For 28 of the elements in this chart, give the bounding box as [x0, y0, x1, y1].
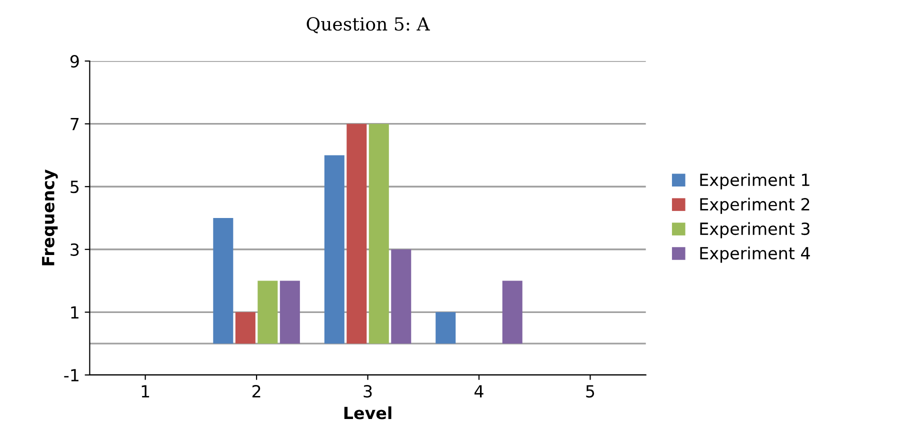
x-axis-title: Level — [344, 406, 392, 420]
x-tick-label: 4 — [474, 385, 484, 398]
bar — [258, 280, 278, 344]
chart-title: Question 5: A — [306, 17, 430, 34]
y-tick-label: 3 — [70, 243, 79, 256]
legend-label: Experiment 2 — [700, 198, 810, 214]
bar — [346, 124, 367, 344]
legend-label: Experiment 4 — [700, 246, 810, 263]
bar — [502, 280, 522, 344]
y-tick-label: 9 — [70, 55, 79, 68]
x-tick-label: 1 — [142, 385, 150, 398]
bar — [368, 124, 389, 344]
y-tick-label: -1 — [64, 369, 78, 382]
bar — [280, 280, 300, 344]
x-tick-label: 2 — [252, 384, 260, 398]
x-tick-label: 3 — [364, 384, 372, 398]
y-tick-label: 1 — [71, 306, 78, 319]
bar — [391, 249, 412, 344]
bar — [436, 312, 456, 344]
legend-label: Experiment 1 — [700, 173, 810, 190]
y-axis-title: Frequency — [42, 170, 58, 266]
bar — [213, 218, 234, 344]
bar — [235, 312, 256, 344]
y-tick-label: 7 — [70, 118, 79, 130]
y-tick-label: 5 — [70, 180, 79, 194]
legend-label: Experiment 3 — [700, 222, 810, 238]
bar — [324, 155, 344, 344]
x-tick-label: 5 — [586, 385, 594, 398]
